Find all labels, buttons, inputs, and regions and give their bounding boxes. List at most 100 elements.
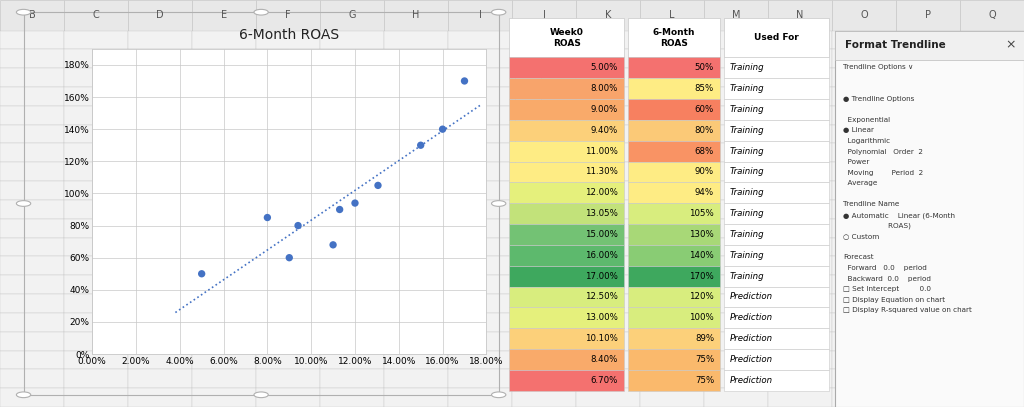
Bar [831, 87, 896, 106]
Bar [768, 238, 831, 256]
Text: M: M [732, 10, 740, 20]
Bar [896, 350, 961, 370]
Text: Backward  0.0    period: Backward 0.0 period [843, 276, 931, 282]
Bar [831, 219, 896, 238]
Bar [128, 49, 193, 68]
FancyBboxPatch shape [509, 203, 625, 224]
Bar [384, 256, 449, 275]
Bar [640, 143, 705, 162]
Bar [961, 143, 1024, 162]
Text: Week0
ROAS: Week0 ROAS [550, 28, 584, 48]
Bar [575, 388, 640, 407]
Bar [640, 87, 705, 106]
Bar [640, 238, 705, 256]
Text: Prediction: Prediction [730, 376, 773, 385]
Bar [575, 313, 640, 332]
Text: Trendline Name: Trendline Name [843, 201, 899, 208]
Bar [575, 0, 640, 31]
Bar [961, 332, 1024, 350]
Bar [831, 49, 896, 68]
FancyBboxPatch shape [509, 162, 625, 182]
Text: 11.30%: 11.30% [585, 168, 617, 177]
Text: H: H [413, 10, 420, 20]
Bar [256, 238, 319, 256]
Bar [896, 143, 961, 162]
Text: 6-Month ROAS: 6-Month ROAS [240, 28, 339, 42]
Bar [831, 68, 896, 87]
Bar [705, 350, 768, 370]
FancyBboxPatch shape [509, 141, 625, 162]
Text: +: + [523, 68, 532, 78]
Point [194, 271, 210, 277]
Bar [831, 162, 896, 181]
Bar [896, 49, 961, 68]
FancyBboxPatch shape [724, 370, 829, 391]
FancyBboxPatch shape [509, 224, 625, 245]
Bar [449, 87, 512, 106]
Bar [575, 350, 640, 370]
Bar [193, 350, 256, 370]
Bar [256, 370, 319, 388]
Bar [63, 0, 128, 31]
Bar [512, 256, 575, 275]
FancyBboxPatch shape [509, 78, 625, 99]
Bar [384, 200, 449, 219]
Circle shape [492, 392, 506, 398]
Bar [0, 219, 63, 238]
Bar [768, 313, 831, 332]
Bar [575, 162, 640, 181]
Bar [193, 68, 256, 87]
Bar [128, 370, 193, 388]
Bar [63, 200, 128, 219]
FancyBboxPatch shape [724, 203, 829, 224]
Bar [640, 294, 705, 313]
Bar [896, 0, 961, 31]
Bar [63, 49, 128, 68]
FancyBboxPatch shape [724, 307, 829, 328]
Text: 105%: 105% [689, 209, 714, 218]
Bar [319, 294, 384, 313]
Bar [768, 31, 831, 49]
Bar [319, 388, 384, 407]
Bar [575, 68, 640, 87]
Text: 8.40%: 8.40% [591, 355, 617, 364]
FancyBboxPatch shape [724, 57, 829, 78]
Bar [515, 132, 541, 163]
Bar [384, 68, 449, 87]
Bar [0, 370, 63, 388]
Bar [193, 219, 256, 238]
Bar [896, 294, 961, 313]
Bar [256, 332, 319, 350]
Bar [193, 31, 256, 49]
Bar [640, 219, 705, 238]
FancyBboxPatch shape [509, 182, 625, 203]
Bar [961, 388, 1024, 407]
Text: 100%: 100% [689, 313, 714, 322]
Bar [384, 125, 449, 143]
Bar [63, 106, 128, 125]
Text: 90%: 90% [695, 168, 714, 177]
Bar [768, 162, 831, 181]
Bar [705, 106, 768, 125]
Bar [0, 49, 63, 68]
Bar [831, 275, 896, 294]
Bar [193, 87, 256, 106]
Bar [63, 332, 128, 350]
FancyBboxPatch shape [628, 370, 721, 391]
Text: Training: Training [730, 147, 765, 155]
FancyBboxPatch shape [628, 287, 721, 307]
Bar [512, 68, 575, 87]
Bar [128, 162, 193, 181]
Bar [961, 87, 1024, 106]
FancyBboxPatch shape [509, 328, 625, 349]
Bar [640, 181, 705, 200]
Bar [449, 181, 512, 200]
Circle shape [492, 201, 506, 206]
Text: Power: Power [843, 159, 869, 165]
Bar [0, 125, 63, 143]
Bar [831, 332, 896, 350]
Circle shape [16, 201, 31, 206]
Bar [896, 125, 961, 143]
Text: L: L [670, 10, 675, 20]
Bar [575, 181, 640, 200]
